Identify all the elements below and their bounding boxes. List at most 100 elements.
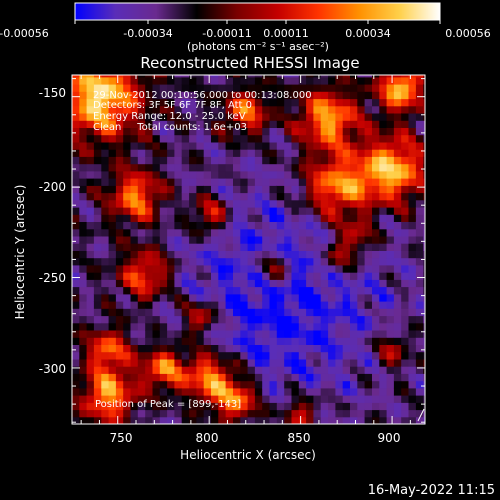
heatmap-cell [211, 178, 219, 186]
heatmap-cell [401, 113, 410, 121]
heatmap-cell [247, 134, 256, 143]
heatmap-cell [401, 127, 410, 136]
heatmap-cell [247, 228, 256, 237]
heatmap-cell [72, 127, 80, 136]
heatmap-cell [72, 185, 80, 194]
heatmap-cell [174, 163, 183, 172]
heatmap-cell [247, 279, 256, 288]
heatmap-cell [401, 134, 410, 143]
heatmap-cell [225, 322, 234, 331]
heatmap-cell [72, 337, 80, 345]
heatmap-cell [298, 402, 307, 411]
heatmap-cell [284, 185, 293, 194]
heatmap-cell [123, 105, 132, 114]
heatmap-cell [218, 301, 227, 309]
heatmap-cell [276, 257, 285, 266]
heatmap-cell [262, 402, 271, 411]
heatmap-cell [408, 337, 417, 345]
heatmap-cell [254, 344, 263, 353]
heatmap-cell [101, 163, 110, 172]
heatmap-cell [342, 373, 351, 382]
heatmap-cell [115, 141, 124, 150]
heatmap-cell [262, 75, 271, 78]
heatmap-cell [284, 264, 293, 273]
heatmap-cell [269, 337, 278, 345]
heatmap-cell [79, 279, 88, 288]
heatmap-cell [152, 416, 161, 424]
heatmap-cell [372, 228, 380, 237]
heatmap-cell [218, 141, 227, 150]
heatmap-cell [211, 322, 219, 331]
heatmap-cell [254, 402, 263, 411]
heatmap-cell [401, 185, 410, 194]
heatmap-cell [211, 91, 219, 100]
heatmap-cell [276, 149, 285, 157]
heatmap-cell [247, 120, 256, 128]
heatmap-cell [181, 344, 190, 353]
heatmap-cell [181, 409, 190, 418]
heatmap-cell [386, 330, 395, 338]
heatmap-cell [108, 178, 117, 186]
heatmap-cell [233, 134, 241, 143]
heatmap-cell [328, 163, 336, 172]
heatmap-cell [372, 315, 380, 324]
heatmap-cell [167, 351, 175, 360]
heatmap-cell [247, 293, 256, 302]
heatmap-cell [393, 257, 402, 266]
heatmap-cell [86, 366, 95, 374]
heatmap-cell [364, 286, 373, 295]
heatmap-cell [262, 214, 271, 222]
heatmap-cell [320, 387, 329, 396]
heatmap-cell [423, 113, 425, 121]
heatmap-cell [211, 351, 219, 360]
heatmap-cell [196, 380, 205, 389]
heatmap-cell [123, 141, 132, 150]
heatmap-cell [86, 322, 95, 331]
heatmap-cell [233, 243, 241, 251]
heatmap-cell [298, 156, 307, 165]
heatmap-cell [284, 409, 293, 418]
heatmap-cell [269, 264, 278, 273]
heatmap-cell [174, 120, 183, 128]
heatmap-cell [269, 351, 278, 360]
heatmap-cell [423, 98, 425, 107]
heatmap-cell [284, 272, 293, 280]
heatmap-cell [320, 185, 329, 194]
heatmap-cell [225, 351, 234, 360]
heatmap-cell [342, 351, 351, 360]
heatmap-cell [423, 163, 425, 172]
heatmap-cell [123, 120, 132, 128]
heatmap-cell [86, 163, 95, 172]
heatmap-cell [203, 301, 212, 309]
heatmap-cell [137, 221, 146, 230]
heatmap-cell [115, 409, 124, 418]
heatmap-cell [115, 344, 124, 353]
heatmap-cell [401, 264, 410, 273]
heatmap-cell [218, 156, 227, 165]
heatmap-cell [386, 170, 395, 179]
heatmap-cell [145, 395, 154, 403]
heatmap-cell [72, 279, 80, 288]
heatmap-cell [233, 163, 241, 172]
heatmap-cell [189, 380, 197, 389]
heatmap-cell [174, 170, 183, 179]
heatmap-cell [145, 98, 154, 107]
heatmap-cell [408, 322, 417, 331]
heatmap-cell [189, 322, 197, 331]
heatmap-cell [233, 351, 241, 360]
heatmap-cell [167, 344, 175, 353]
heatmap-cell [276, 351, 285, 360]
heatmap-cell [386, 76, 395, 85]
heatmap-cell [372, 264, 380, 273]
heatmap-cell [386, 286, 395, 295]
heatmap-cell [320, 272, 329, 280]
heatmap-cell [415, 113, 424, 121]
heatmap-cell [415, 409, 424, 418]
heatmap-cell [401, 301, 410, 309]
heatmap-cell [123, 156, 132, 165]
heatmap-cell [415, 351, 424, 360]
heatmap-cell [320, 141, 329, 150]
heatmap-cell [393, 178, 402, 186]
heatmap-cell [276, 156, 285, 165]
heatmap-cell [79, 330, 88, 338]
